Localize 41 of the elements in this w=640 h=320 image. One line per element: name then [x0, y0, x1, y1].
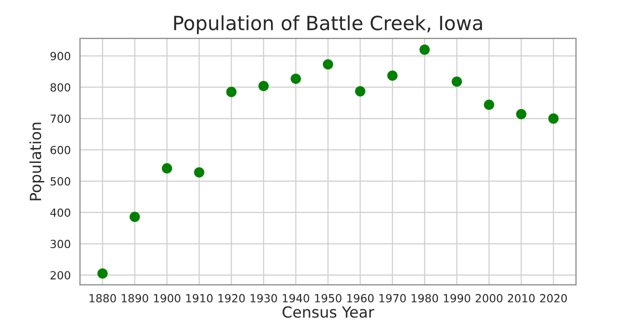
- x-tick-label: 1980: [412, 294, 438, 302]
- point: [258, 80, 269, 92]
- x-tick-label: 1970: [379, 294, 406, 302]
- chart-title: Population of Battle Creek, Iowa: [174, 15, 482, 34]
- y-tick-label: 500: [50, 177, 70, 186]
- x-tick-label: 2010: [508, 294, 535, 302]
- y-tick-label: 800: [50, 83, 70, 92]
- y-axis-title: Population: [29, 122, 44, 200]
- point: [194, 167, 204, 178]
- x-tick-label: 1940: [282, 294, 310, 302]
- x-tick-label: 1890: [122, 294, 148, 302]
- y-tick-label: 900: [50, 52, 70, 60]
- x-tick-label: 1900: [154, 294, 180, 302]
- x-tick-label: 1990: [444, 294, 470, 302]
- y-tick-label: 200: [50, 271, 70, 280]
- point: [484, 100, 494, 110]
- x-tick-label: 1930: [250, 294, 277, 302]
- x-tick-label: 1910: [186, 294, 213, 302]
- point: [226, 86, 237, 98]
- x-tick-label: 2020: [540, 294, 567, 302]
- x-tick-label: 1920: [218, 294, 245, 302]
- x-tick-label: 2000: [476, 294, 502, 302]
- y-tick-label: 700: [50, 114, 70, 123]
- point: [419, 44, 430, 55]
- point: [162, 163, 172, 174]
- point: [452, 76, 462, 87]
- point: [290, 74, 301, 84]
- y-tick-label: 400: [50, 208, 70, 217]
- point: [130, 212, 140, 222]
- point: [355, 86, 366, 96]
- y-tick-label: 300: [50, 240, 70, 248]
- y-tick-label: 600: [50, 146, 70, 154]
- point: [548, 113, 559, 124]
- x-tick-label: 1880: [90, 294, 116, 302]
- point: [516, 109, 526, 120]
- point: [97, 268, 108, 279]
- x-axis-title: Census Year: [282, 306, 374, 318]
- x-tick-label: 1960: [347, 294, 374, 302]
- x-tick-label: 1950: [315, 294, 342, 302]
- point: [322, 59, 334, 70]
- point: [387, 70, 398, 81]
